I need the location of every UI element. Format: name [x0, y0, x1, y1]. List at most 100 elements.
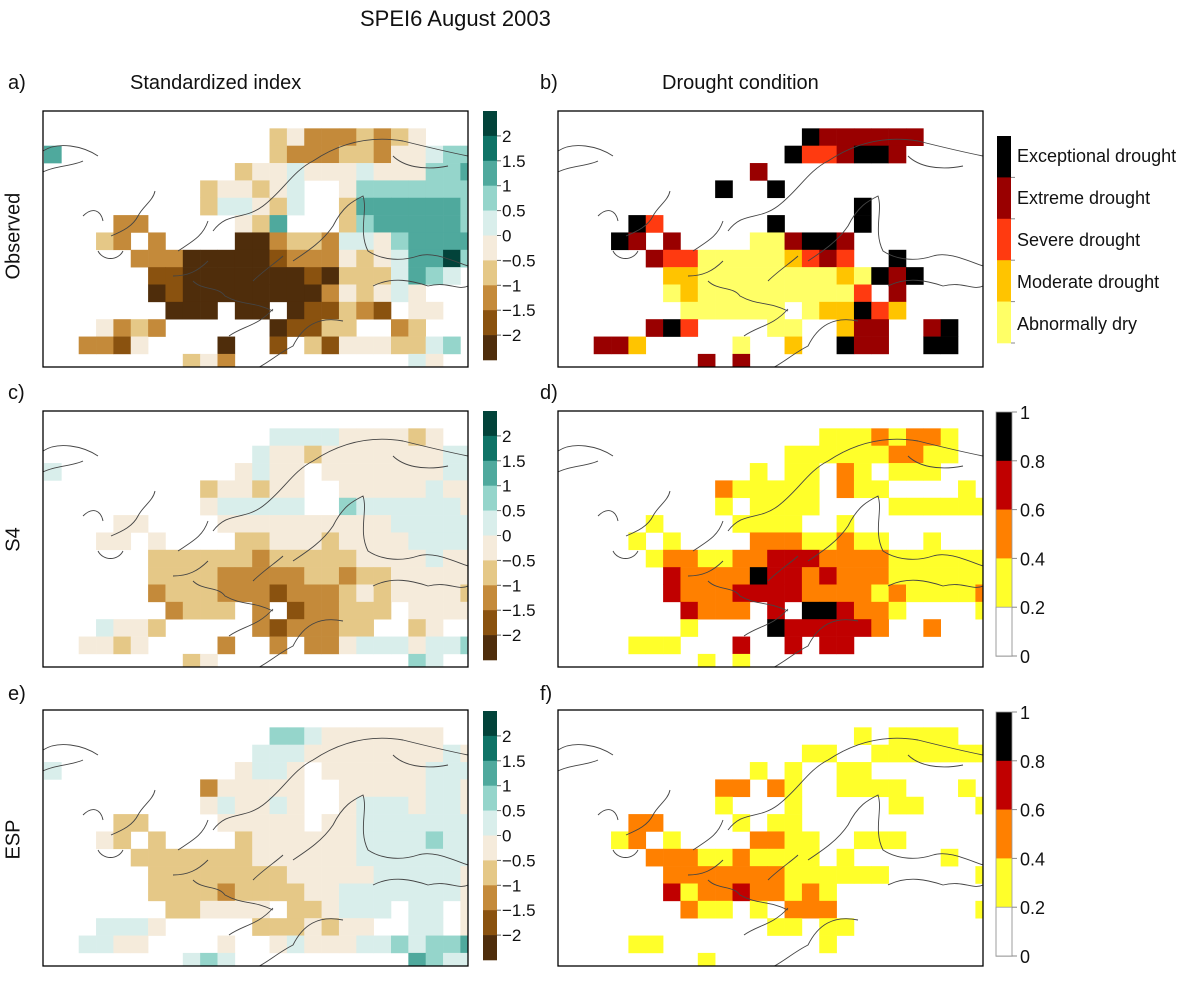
grid-cell — [391, 428, 409, 446]
grid-cell — [871, 744, 889, 763]
grid-cell — [286, 180, 305, 199]
map-panel-a — [42, 110, 469, 368]
grid-cell — [252, 284, 270, 303]
colorbar-bin — [483, 560, 497, 586]
colorbar-bin — [483, 435, 497, 462]
colorbar-outline — [995, 711, 1013, 957]
grid-cell — [888, 249, 907, 268]
grid-cell — [767, 215, 785, 233]
grid-cell — [784, 463, 803, 481]
grid-cell — [443, 267, 461, 285]
colorbar-bin — [483, 485, 497, 511]
grid-cell — [200, 549, 218, 568]
grid-cell — [732, 866, 751, 884]
grid-cell — [697, 267, 716, 285]
colorbar-tick-label: 0.6 — [1020, 501, 1045, 521]
grid-cell — [732, 601, 751, 620]
grid-cell — [373, 463, 392, 481]
grid-cell — [460, 935, 468, 954]
grid-cell — [130, 814, 149, 832]
grid-cell — [252, 900, 270, 919]
grid-cell — [940, 336, 959, 355]
grid-cell — [645, 814, 664, 832]
grid-cell — [356, 515, 374, 533]
grid-cell — [252, 532, 270, 551]
grid-cell — [836, 619, 855, 637]
grid-cell — [200, 480, 218, 499]
grid-cell — [680, 284, 699, 303]
grid-cell — [853, 128, 872, 146]
grid-cell — [408, 180, 426, 199]
grid-cell — [356, 497, 374, 516]
column-header-condition: Drought condition — [662, 72, 819, 94]
grid-cell — [321, 145, 340, 164]
grid-cell — [252, 180, 270, 199]
grid-cell — [113, 232, 132, 251]
index-colorbar: 2 1.5 1 0.5 0 −0.5 −1 −1.5 −2 — [483, 711, 536, 961]
grid-cell — [749, 301, 768, 320]
grid-cell — [252, 567, 270, 585]
grid-cell — [871, 584, 889, 603]
grid-cell — [680, 900, 699, 919]
grid-cell — [252, 163, 270, 181]
grid-cell — [767, 180, 785, 199]
grid-cell — [373, 866, 392, 884]
grid-cell — [373, 727, 392, 745]
grid-cell — [269, 831, 288, 850]
grid-cell — [853, 866, 872, 884]
grid-cell — [784, 779, 803, 798]
grid-cell — [252, 866, 270, 884]
grid-cell — [767, 249, 785, 268]
grid-cell — [182, 284, 201, 303]
grid-cell — [940, 567, 959, 585]
grid-cell — [391, 636, 409, 655]
grid-cell — [373, 301, 392, 320]
grid-cell — [356, 918, 374, 936]
grid-cell — [113, 831, 132, 850]
grid-cell — [391, 267, 409, 285]
colorbar-bin — [483, 735, 497, 762]
grid-cell — [958, 549, 976, 568]
grid-cell — [819, 249, 837, 268]
grid-cell — [356, 301, 374, 320]
grid-cell — [321, 935, 340, 954]
colorbar-tick-label: 0.6 — [1020, 801, 1045, 821]
grid-cell — [680, 319, 699, 337]
grid-cell — [645, 848, 664, 867]
colorbar-bin — [483, 711, 497, 737]
grid-cell — [663, 284, 681, 303]
figure-title: SPEI6 August 2003 — [360, 6, 551, 31]
grid-cell — [853, 319, 872, 337]
grid-cell — [234, 762, 253, 780]
colorbar-tick-label: 0 — [1020, 647, 1030, 667]
grid-cell — [732, 549, 751, 568]
grid-cell — [338, 215, 357, 233]
grid-cell — [165, 549, 184, 568]
legend-label-exceptional: Exceptional drought — [1017, 146, 1177, 166]
grid-cell — [252, 918, 270, 936]
colorbar-tick-label: 0 — [1020, 947, 1030, 967]
grid-cell — [767, 883, 785, 902]
grid-cell — [749, 497, 768, 516]
grid-cell — [304, 636, 322, 655]
grid-cell — [697, 249, 716, 268]
grid-cell — [784, 232, 803, 251]
grid-cell — [906, 497, 924, 516]
grid-cell — [408, 866, 426, 884]
grid-cell — [391, 180, 409, 199]
grid-cell — [888, 428, 907, 446]
grid-cell — [836, 532, 855, 551]
grid-cell — [113, 319, 132, 337]
grid-cell — [373, 197, 392, 216]
grid-cell — [836, 918, 855, 936]
grid-cell — [356, 267, 374, 285]
colorbar-tick-label: 0 — [502, 227, 511, 246]
grid-cell — [269, 428, 288, 446]
colorbar-tick-label: 1 — [1020, 703, 1030, 723]
grid-cell — [321, 428, 340, 446]
grid-cell — [373, 428, 392, 446]
colorbar-tick-label: 1 — [502, 177, 511, 196]
grid-cell — [252, 197, 270, 216]
grid-cell — [784, 480, 803, 499]
grid-cell — [286, 584, 305, 603]
